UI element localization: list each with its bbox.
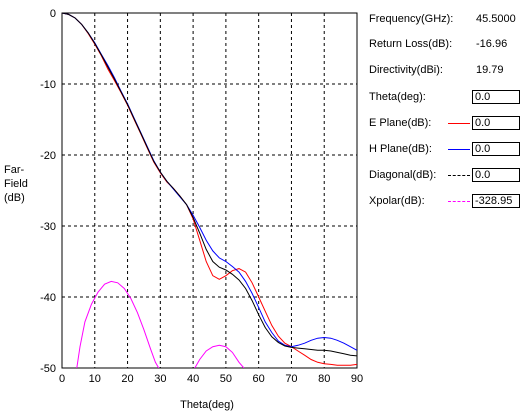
xpolar-field[interactable]: -328.95	[472, 194, 520, 208]
x-tick-label: 50	[220, 373, 232, 385]
y-tick-label: 0	[50, 8, 56, 20]
xpolar-series-line	[76, 280, 160, 368]
chart-grid	[62, 13, 357, 368]
y-tick-label: -20	[40, 150, 56, 162]
h-plane-field[interactable]: 0.0	[472, 142, 520, 156]
return-loss-value: -16.96	[476, 38, 508, 50]
y-tick-label: -40	[40, 292, 56, 304]
theta-field[interactable]: 0.0	[472, 90, 520, 104]
y-axis-label-line-3: (dB)	[4, 192, 25, 204]
y-tick-label: -50	[40, 363, 56, 375]
h-plane-series-line	[62, 13, 357, 351]
y-tick-label: -10	[40, 79, 56, 91]
e-plane-series-line	[62, 13, 357, 366]
chart-frame	[61, 12, 358, 369]
return-loss-label: Return Loss(dB):	[369, 38, 453, 50]
y-axis-label: Far- Field (dB)	[4, 163, 28, 205]
frequency-value: 45.5000	[476, 13, 516, 25]
chart-tick-labels: 0 10 20 30 40 50 60 70 80 90 0 -10 -20 -30 -40 -50	[40, 8, 363, 385]
x-axis-label: Theta(deg)	[180, 399, 234, 411]
h-plane-legend-swatch	[448, 149, 470, 150]
y-axis-label-line-1: Far-	[4, 164, 25, 176]
x-tick-label: 30	[154, 373, 166, 385]
xpolar-series-line	[194, 344, 245, 368]
x-tick-label: 0	[59, 373, 65, 385]
diagonal-legend-swatch	[448, 175, 470, 176]
diagonal-series-line	[62, 13, 357, 357]
x-tick-label: 80	[318, 373, 330, 385]
e-plane-legend-swatch	[448, 123, 470, 124]
x-tick-label: 90	[351, 373, 363, 385]
diagonal-label: Diagonal(dB):	[369, 169, 437, 181]
plot-border	[61, 12, 358, 369]
chart-series	[62, 13, 357, 368]
x-tick-label: 60	[253, 373, 265, 385]
xpolar-legend-swatch	[448, 201, 470, 202]
h-plane-label: H Plane(dB):	[369, 143, 432, 155]
y-axis-label-line-2: Field	[4, 178, 28, 190]
diagonal-field[interactable]: 0.0	[472, 168, 520, 182]
x-tick-label: 40	[187, 373, 199, 385]
xpolar-label: Xpolar(dB):	[369, 195, 425, 207]
x-tick-label: 10	[89, 373, 101, 385]
directivity-label: Directivity(dBi):	[369, 64, 443, 76]
theta-label: Theta(deg):	[369, 91, 426, 103]
e-plane-field[interactable]: 0.0	[472, 116, 520, 130]
e-plane-label: E Plane(dB):	[369, 117, 432, 129]
frequency-label: Frequency(GHz):	[369, 13, 454, 25]
x-tick-label: 20	[121, 373, 133, 385]
y-tick-label: -30	[40, 221, 56, 233]
x-tick-label: 70	[285, 373, 297, 385]
directivity-value: 19.79	[476, 64, 504, 76]
